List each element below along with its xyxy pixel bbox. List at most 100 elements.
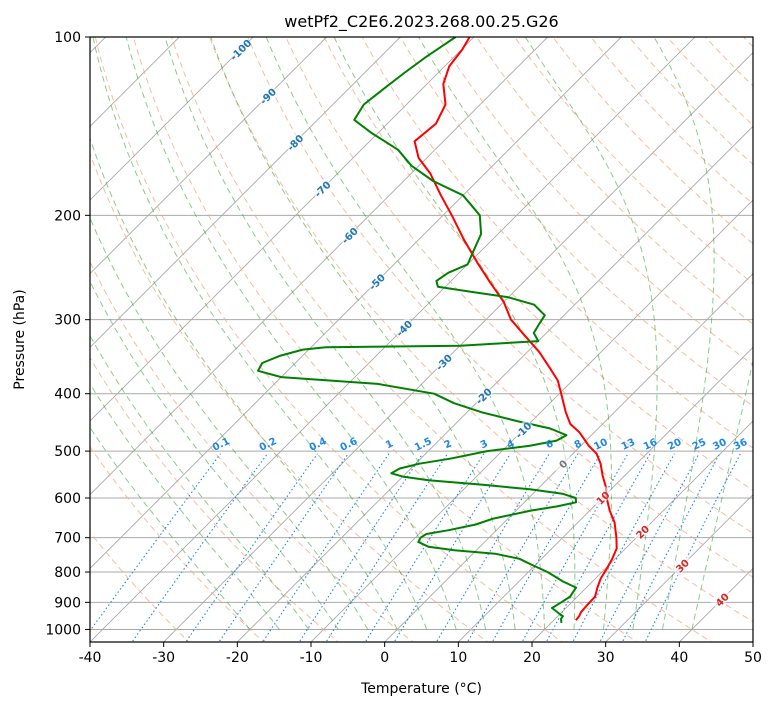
- mixing-ratio-label: 13: [620, 437, 637, 453]
- dry-adiabat-line: [132, 37, 638, 642]
- isotherm-label-bg: [710, 588, 733, 611]
- isotherm-label-bg: [283, 131, 306, 154]
- y-tick-label: 400: [54, 387, 81, 403]
- y-tick-label: 300: [54, 313, 81, 329]
- moist-adiabat-line: [90, 216, 369, 630]
- x-axis-label: Temperature (°C): [360, 681, 482, 697]
- mixing-ratio-line: [325, 453, 449, 642]
- dry-adiabat-line: [90, 446, 265, 642]
- sounding-lines: [257, 37, 618, 623]
- x-tick-label: 50: [744, 650, 762, 666]
- mixing-ratio-line: [218, 453, 349, 642]
- mixing-ratio-line: [545, 453, 651, 642]
- x-tick-label: 20: [523, 650, 541, 666]
- dry-adiabat-line: [476, 37, 753, 325]
- isotherm-label-bg: [229, 38, 252, 61]
- chart-title: wetPf2_C2E6.2023.268.00.25.G26: [284, 12, 558, 32]
- isotherm-line: [90, 37, 549, 496]
- dewpoint-line: [257, 37, 578, 623]
- moist-adiabat-line: [210, 37, 516, 630]
- x-tick-label: 40: [670, 650, 688, 666]
- dry-adiabat-line: [90, 260, 414, 642]
- moist-adiabat-line: [90, 280, 339, 630]
- isotherm-line: [90, 37, 254, 201]
- plot-frame: [89, 36, 754, 643]
- y-axis: 100 200 300 400 500 600 700 800 900 1000: [45, 30, 90, 638]
- isotherm-line: [236, 125, 753, 642]
- isotherm-label-bg: [472, 384, 494, 407]
- isotherm-line: [457, 346, 753, 642]
- x-tick-label: 10: [449, 650, 467, 666]
- mixing-ratio-label: 4: [505, 438, 516, 451]
- mixing-ratio-label: 25: [691, 437, 708, 453]
- y-axis-label: Pressure (hPa): [12, 289, 28, 389]
- moist-adiabat-line: [653, 37, 715, 630]
- moist-adiabat-line: [92, 37, 428, 630]
- dry-adiabat-line: [90, 152, 489, 642]
- temperature-line: [413, 37, 618, 621]
- moist-adiabat-line: [90, 334, 310, 630]
- isotherm-label-bg: [432, 350, 455, 373]
- x-tick-label: -30: [152, 650, 175, 666]
- moist-adiabat-line: [125, 37, 457, 630]
- isotherm-line: [531, 420, 753, 642]
- y-tick-label: 800: [54, 565, 81, 581]
- y-tick-label: 200: [54, 208, 81, 224]
- mixing-ratio-label: 1: [384, 438, 395, 451]
- mixing-ratio-label: 20: [666, 437, 683, 453]
- isotherm-line: [163, 52, 753, 642]
- mixing-ratio-label: 8: [573, 438, 584, 451]
- isotherm-label-bg: [310, 177, 333, 200]
- dry-adiabat-line: [90, 356, 340, 642]
- y-tick-label: 100: [54, 30, 81, 46]
- x-tick-label: -40: [79, 650, 102, 666]
- moist-adiabat-line: [90, 136, 398, 630]
- isotherm-line: [605, 494, 753, 642]
- isotherm-label-bg: [365, 270, 388, 293]
- isotherm-line: [310, 199, 753, 642]
- isotherm-label-bg: [631, 520, 653, 543]
- x-tick-label: 30: [597, 650, 615, 666]
- moist-adiabat-line: [90, 426, 251, 630]
- mixing-ratio-label: 2: [443, 438, 454, 451]
- mixing-ratio-label: 6: [544, 438, 555, 451]
- mixing-ratio-line: [298, 453, 424, 642]
- moist-adiabat-line: [418, 37, 613, 630]
- moist-adiabat-line: [164, 37, 487, 630]
- isotherm-label-bg: [551, 452, 574, 475]
- y-tick-label: 500: [54, 444, 81, 460]
- mixing-ratio-line: [572, 453, 675, 642]
- isotherm-label-bg: [392, 316, 415, 339]
- isotherm-label-bg: [511, 418, 534, 441]
- isotherm-label-bg: [338, 223, 361, 246]
- x-axis: -40 -30 -20 -10 0 10 20 30 40 50: [79, 642, 762, 666]
- isotherm-label-bg: [670, 554, 693, 577]
- isotherm-label-bg: [591, 486, 614, 509]
- mixing-ratio-line: [90, 453, 221, 632]
- isotherm-label-bg: [256, 84, 279, 107]
- mixing-ratio-line: [393, 453, 511, 642]
- mixing-ratio-line: [185, 453, 318, 642]
- dry-adiabat-line: [94, 37, 564, 642]
- y-tick-label: 700: [54, 531, 81, 547]
- x-tick-label: 0: [380, 650, 389, 666]
- moist-adiabat-line: [265, 37, 546, 630]
- isotherm-line: [384, 273, 753, 642]
- mixing-ratio-label: 16: [642, 437, 659, 453]
- dry-adiabat-line: [514, 37, 753, 285]
- y-tick-label: 600: [54, 491, 81, 507]
- mixing-ratio-label: 36: [732, 437, 749, 453]
- x-tick-label: -10: [300, 650, 323, 666]
- mixing-ratio-label: 30: [711, 437, 728, 453]
- moist-adiabat-line: [524, 37, 658, 630]
- mixing-ratio-label: 10: [592, 437, 609, 453]
- mixing-ratio-label: 3: [479, 438, 490, 451]
- x-tick-label: -20: [226, 650, 249, 666]
- y-tick-label: 1000: [45, 622, 81, 638]
- mixing-ratio-line: [644, 453, 741, 642]
- mixing-ratio-line: [262, 453, 390, 642]
- mixing-ratio-line: [131, 453, 268, 642]
- moist-adiabat-line: [90, 382, 280, 630]
- moist-adiabat-line: [691, 358, 753, 630]
